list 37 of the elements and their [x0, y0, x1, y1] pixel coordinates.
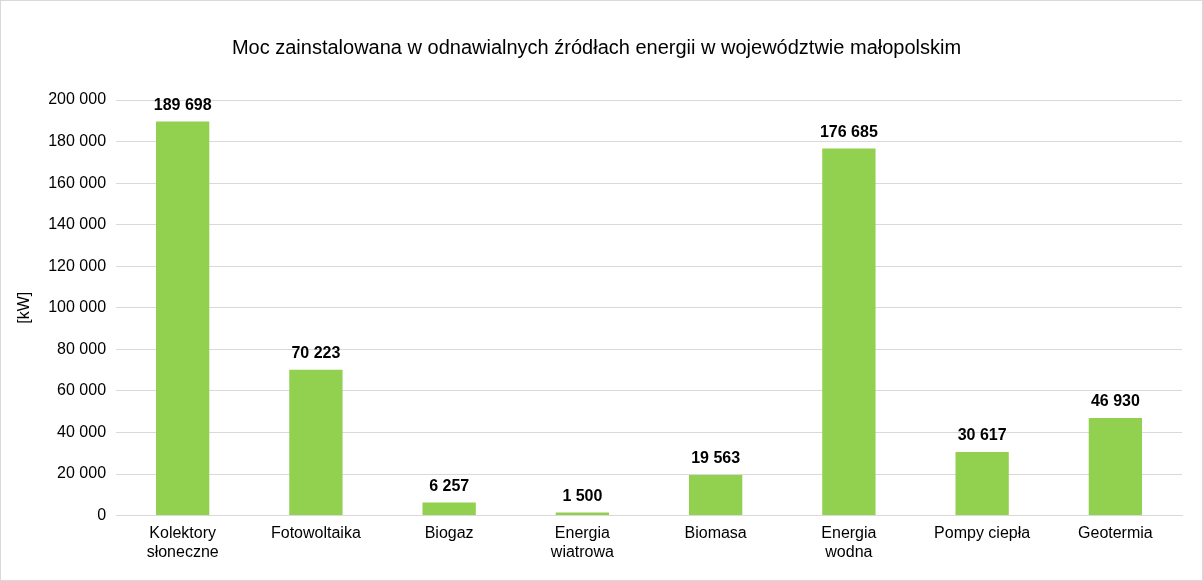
data-label: 70 223	[291, 344, 341, 362]
x-tick-label: Fotowoltaika	[270, 523, 361, 541]
x-tick-label: Geotermia	[1078, 523, 1153, 541]
y-tick-label: 20 000	[57, 464, 107, 482]
x-tick-label: Biogaz	[424, 523, 474, 541]
y-tick-label: 40 000	[57, 422, 107, 440]
data-label: 19 563	[691, 449, 741, 467]
x-tick-label: Biomasa	[684, 523, 747, 541]
x-tick-label: Energia wodna	[821, 523, 877, 560]
y-tick-label: 180 000	[48, 131, 107, 149]
x-tick-label: Energia wiatrowa	[549, 523, 615, 560]
y-axis-title: [kW]	[15, 291, 33, 324]
bar	[289, 369, 343, 516]
data-label: 189 698	[153, 95, 212, 113]
data-label: 46 930	[1090, 392, 1140, 410]
y-tick-label: 0	[97, 506, 107, 524]
y-tick-label: 140 000	[48, 215, 107, 233]
data-label: 1 500	[562, 486, 603, 504]
bar	[555, 512, 610, 516]
data-label: 6 257	[429, 477, 470, 494]
x-tick-label: Kolektory słoneczne	[146, 523, 219, 560]
data-label: 176 685	[819, 122, 878, 140]
y-tick-label: 60 000	[57, 381, 107, 399]
y-tick-label: 100 000	[48, 298, 107, 316]
bar	[822, 148, 876, 516]
bar	[156, 121, 210, 516]
y-tick-label: 200 000	[48, 90, 107, 108]
bar	[1088, 418, 1143, 516]
chart-title: Moc zainstalowana w odnawialnych źródłach energii w województwie małopolskim	[231, 35, 962, 58]
y-tick-label: 160 000	[48, 173, 107, 191]
y-tick-label: 80 000	[57, 339, 107, 357]
data-label: 30 617	[957, 426, 1007, 444]
y-tick-label: 120 000	[48, 256, 107, 274]
bar	[688, 474, 743, 516]
bar	[422, 502, 476, 516]
x-tick-label: Pompy ciepła	[934, 523, 1031, 541]
bar	[955, 451, 1009, 516]
